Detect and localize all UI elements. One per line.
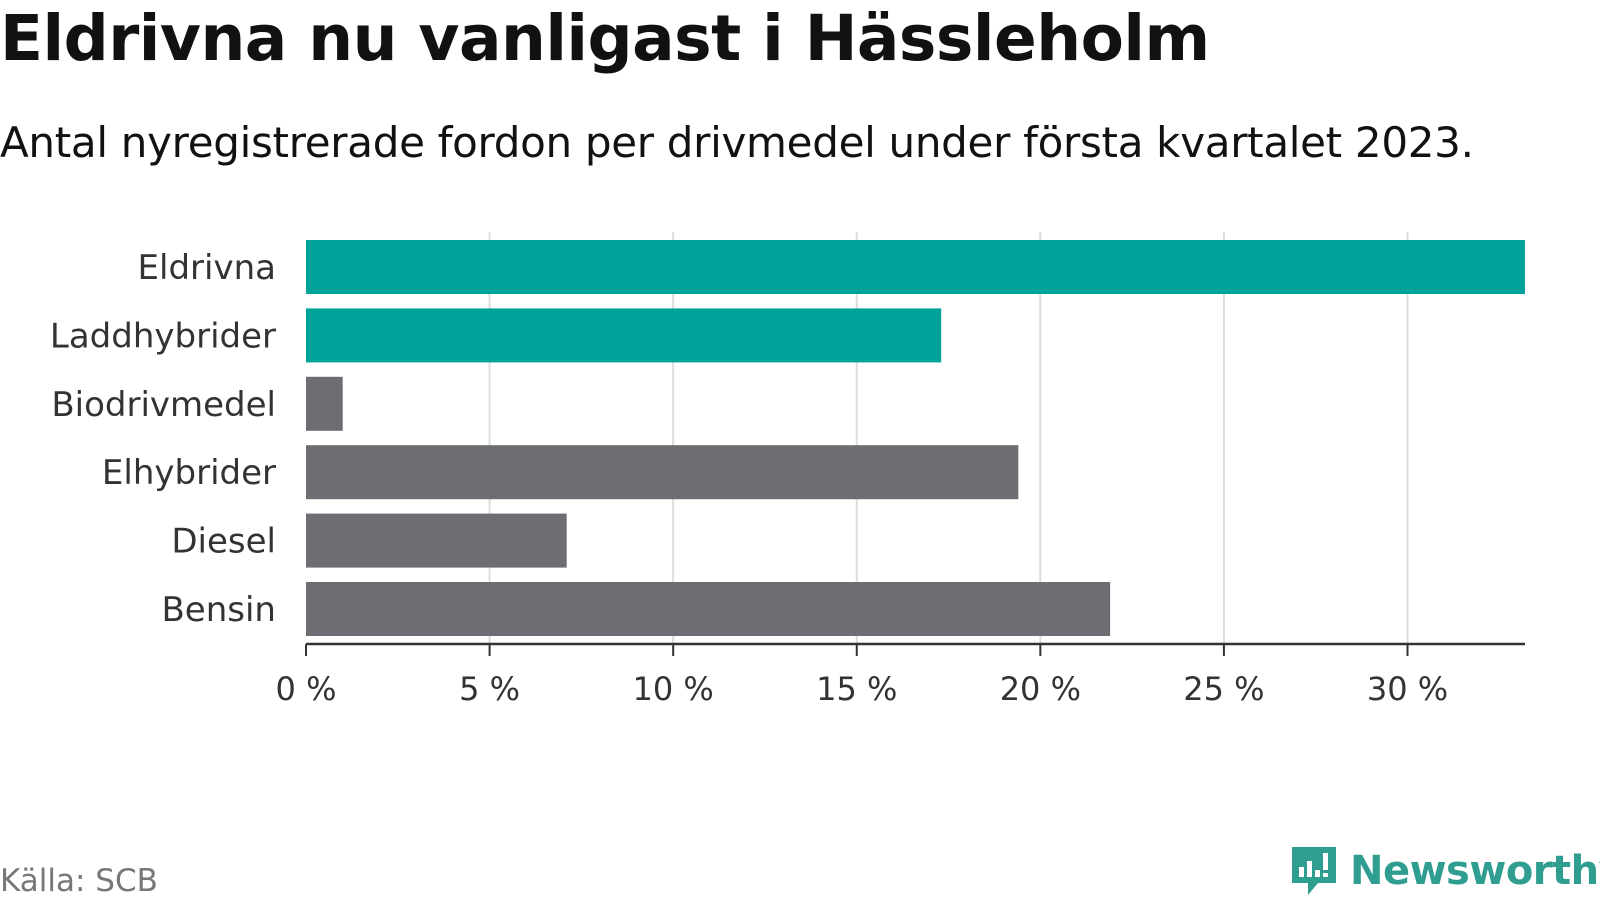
x-tick-label: 30 % [1367, 670, 1448, 708]
x-tick-label: 5 % [459, 670, 520, 708]
bar-diesel [306, 513, 567, 568]
bar-laddhybrider [306, 308, 942, 363]
x-tick-label: 0 % [276, 670, 337, 708]
grid-lines [488, 232, 1409, 644]
category-labels: Eldrivna Laddhybrider Biodrivmedel Elhybrid… [50, 248, 276, 630]
category-label: Eldrivna [138, 248, 276, 288]
category-label: Bensin [161, 590, 276, 630]
category-label: Diesel [171, 522, 276, 562]
brand-name: Newsworthy [1350, 848, 1600, 894]
brand-logo: Newsworthy [1288, 843, 1600, 899]
x-axis: 0 % 5 % 10 % 15 % 20 % 25 % 30 % [276, 642, 1525, 708]
category-label: Biodrivmedel [51, 385, 276, 425]
chart-title: Eldrivna nu vanligast i Hässleholm [0, 2, 1210, 75]
bar-eldrivna [306, 240, 1525, 294]
chart-subtitle: Antal nyregistrerade fordon per drivmede… [0, 118, 1474, 167]
bar-bensin [306, 582, 1111, 636]
x-tick-label: 25 % [1183, 670, 1264, 708]
category-label: Laddhybrider [50, 316, 276, 356]
bar-chart: Eldrivna Laddhybrider Biodrivmedel Elhybrid… [50, 232, 1525, 708]
category-label: Elhybrider [102, 453, 276, 493]
x-tick-label: 20 % [1000, 670, 1081, 708]
newsworthy-logo-icon [1292, 847, 1336, 895]
bar-elhybrider [306, 445, 1019, 500]
bars [306, 240, 1525, 636]
source-note: Källa: SCB [0, 863, 158, 899]
bar-biodrivmedel [306, 376, 343, 431]
x-tick-label: 15 % [816, 670, 897, 708]
x-tick-label: 10 % [633, 670, 714, 708]
